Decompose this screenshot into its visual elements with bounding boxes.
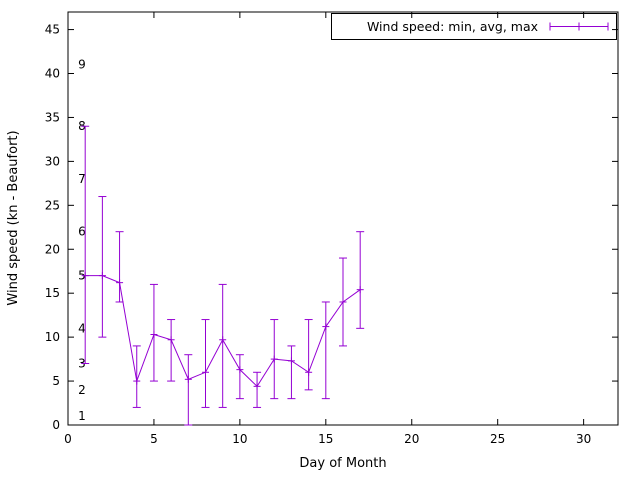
- x-tick-label: 20: [404, 432, 419, 446]
- y-tick-label: 10: [45, 330, 60, 344]
- x-tick-label: 15: [318, 432, 333, 446]
- y-tick-label: 30: [45, 154, 60, 168]
- plot-border: [67, 11, 619, 426]
- y-tick-label: 0: [52, 418, 60, 432]
- beaufort-scale-label: 4: [78, 321, 86, 335]
- y-tick-label: 35: [45, 110, 60, 124]
- beaufort-scale-label: 1: [78, 409, 86, 423]
- x-tick-label: 0: [64, 432, 72, 446]
- legend-box: [331, 13, 617, 40]
- beaufort-scale-label: 2: [78, 383, 86, 397]
- x-tick-label: 10: [232, 432, 247, 446]
- x-tick-label: 30: [576, 432, 591, 446]
- legend: Wind speed: min, avg, max: [331, 13, 617, 40]
- x-tick-label: 25: [490, 432, 505, 446]
- y-tick-label: 25: [45, 198, 60, 212]
- legend-entry-label: Wind speed: min, avg, max: [367, 19, 538, 34]
- beaufort-scale-label: 6: [78, 225, 86, 239]
- x-axis-title: Day of Month: [299, 456, 386, 471]
- y-tick-label: 5: [52, 374, 60, 388]
- legend-sample-errorbar: [549, 22, 609, 31]
- y-tick-label: 40: [45, 67, 60, 81]
- y-axis-title: Wind speed (kn - Beaufort): [6, 130, 21, 305]
- y-tick-label: 15: [45, 286, 60, 300]
- beaufort-scale-label: 9: [78, 58, 86, 72]
- x-tick-label: 5: [150, 432, 158, 446]
- beaufort-scale-label: 7: [78, 172, 86, 186]
- y-tick-label: 20: [45, 242, 60, 256]
- y-tick-label: 45: [45, 23, 60, 37]
